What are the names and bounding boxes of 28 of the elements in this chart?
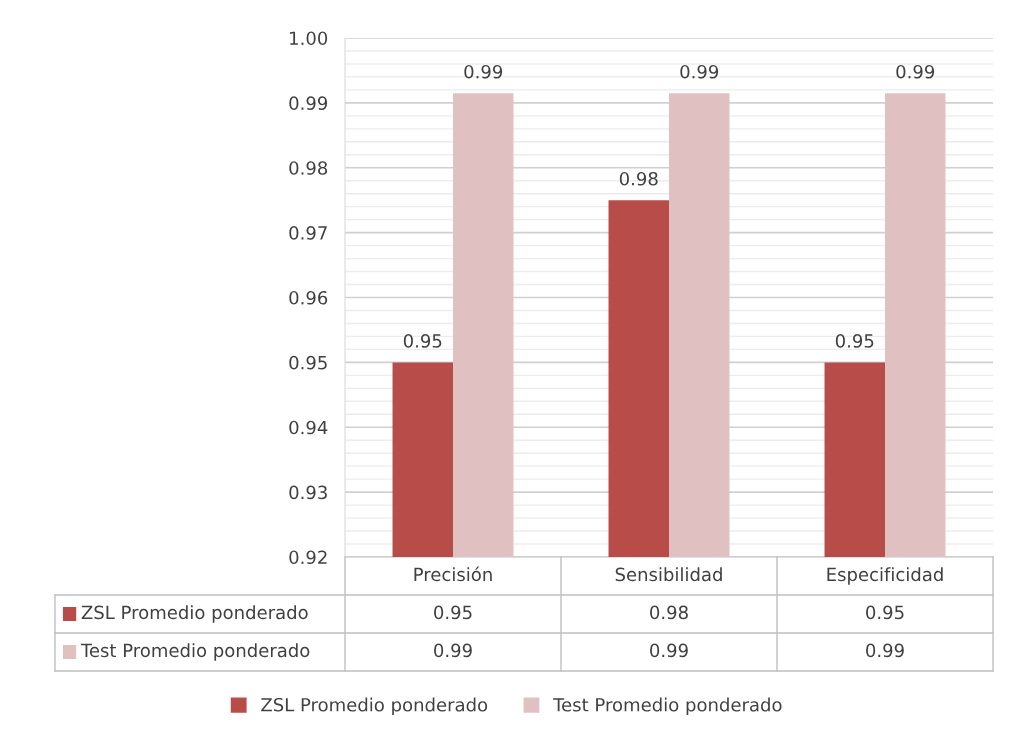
y-tick-label: 0.92 [289, 550, 327, 565]
legend-label: Test Promedio ponderado [553, 697, 782, 716]
y-tick-label: 0.94 [289, 420, 328, 435]
data-label: 0.95 [866, 605, 904, 620]
x-tick-label: Sensibilidad [615, 567, 722, 582]
y-tick-label: 0.98 [289, 161, 328, 175]
x-tick-label: Precisión [414, 566, 492, 582]
y-tick-label: 0.97 [289, 226, 327, 240]
data-label: 0.99 [866, 643, 904, 658]
y-tick-label: 1.00 [290, 31, 328, 46]
text: 0.95 [403, 334, 442, 348]
text: 0.95 [835, 334, 874, 348]
text: ZSL Promedio ponderado [81, 605, 308, 623]
y-tick-label: 0.93 [289, 485, 327, 500]
data-label: 0.99 [434, 643, 472, 658]
legend-label: ZSL Promedio ponderado [261, 697, 488, 716]
y-tick-label: 0.96 [289, 290, 328, 305]
text: 0.99 [896, 64, 935, 79]
y-tick-label: 0.95 [289, 355, 327, 370]
text: 0.98 [619, 171, 658, 186]
data-label: 0.98 [650, 605, 688, 620]
x-tick-label: Especificidad [827, 567, 943, 585]
data-label: 0.95 [434, 605, 472, 620]
text: Test Promedio ponderado [80, 643, 310, 661]
data-label: 0.99 [650, 643, 688, 658]
y-tick-label: 0.99 [289, 96, 328, 110]
text: 0.99 [464, 64, 503, 79]
text: 0.99 [680, 64, 719, 79]
